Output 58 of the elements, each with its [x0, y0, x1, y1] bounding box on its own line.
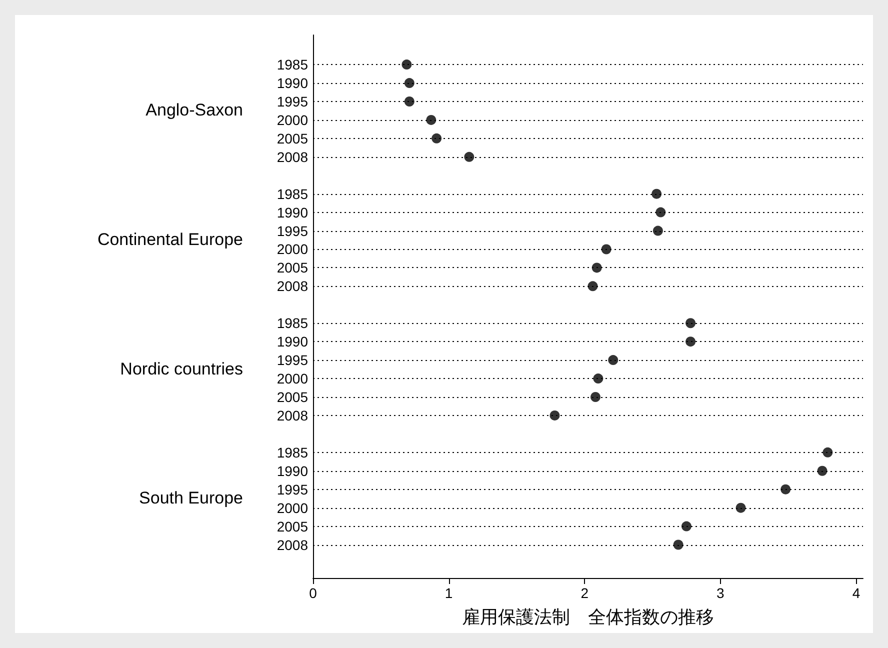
point: [426, 114, 436, 125]
x-tick-label: 4: [852, 585, 860, 601]
y-tick-label: 2005: [276, 130, 308, 146]
x-tick-label: 2: [580, 585, 589, 601]
y-tick-label: 1985: [276, 56, 308, 73]
y-tick-label: 1990: [276, 462, 308, 479]
point: [550, 410, 560, 420]
y-tick-label: 1985: [276, 315, 308, 332]
y-tick-label: 2005: [276, 389, 308, 405]
text: Anglo-Saxon: [146, 100, 243, 120]
point: [817, 466, 828, 476]
y-tick-label: 1985: [276, 186, 308, 202]
point: [402, 60, 412, 70]
point: [780, 484, 791, 494]
y-tick-label: 1990: [276, 204, 308, 220]
point: [686, 318, 696, 328]
y-tick-label: 2000: [276, 241, 308, 258]
point: [656, 207, 666, 218]
y-tick-label: 1990: [276, 75, 308, 92]
y-tick-label: 1995: [276, 481, 308, 498]
point: [432, 133, 442, 144]
point: [404, 78, 414, 88]
y-tick-label: 1985: [276, 444, 308, 460]
x-tick-label: 3: [716, 585, 725, 601]
x-tick-label: 0: [309, 585, 318, 601]
point: [608, 355, 618, 366]
y-tick-label: 2000: [276, 370, 308, 387]
point: [601, 244, 612, 254]
point: [652, 226, 663, 236]
point: [652, 188, 662, 199]
y-tick-label: 2008: [276, 407, 308, 424]
point: [822, 447, 833, 458]
point: [588, 281, 598, 292]
y-tick-label: 2008: [276, 536, 308, 553]
point: [590, 392, 600, 402]
point: [404, 96, 414, 106]
y-tick-label: 1995: [276, 352, 308, 368]
point: [673, 540, 684, 550]
y-tick-label: 1995: [276, 93, 308, 110]
text: Continental Europe: [97, 230, 243, 250]
y-tick-label: 1990: [276, 334, 308, 350]
x-axis-title: 雇用保護法制 全体指数の推移: [462, 607, 714, 627]
text: Nordic countries: [120, 359, 243, 378]
y-tick-label: 2005: [276, 260, 308, 276]
point: [686, 336, 696, 347]
y-tick-label: 2008: [276, 148, 308, 165]
y-tick-label: 2000: [276, 112, 308, 128]
text: South Europe: [139, 488, 243, 508]
y-tick-label: 2005: [276, 518, 308, 534]
point: [736, 502, 746, 513]
y-tick-label: 1995: [276, 222, 308, 239]
point: [592, 262, 602, 273]
point: [464, 152, 474, 162]
point: [593, 374, 604, 384]
x-tick-label: 1: [444, 585, 453, 601]
y-tick-label: 2008: [276, 278, 308, 294]
y-tick-label: 2000: [276, 500, 308, 516]
point: [681, 521, 692, 532]
